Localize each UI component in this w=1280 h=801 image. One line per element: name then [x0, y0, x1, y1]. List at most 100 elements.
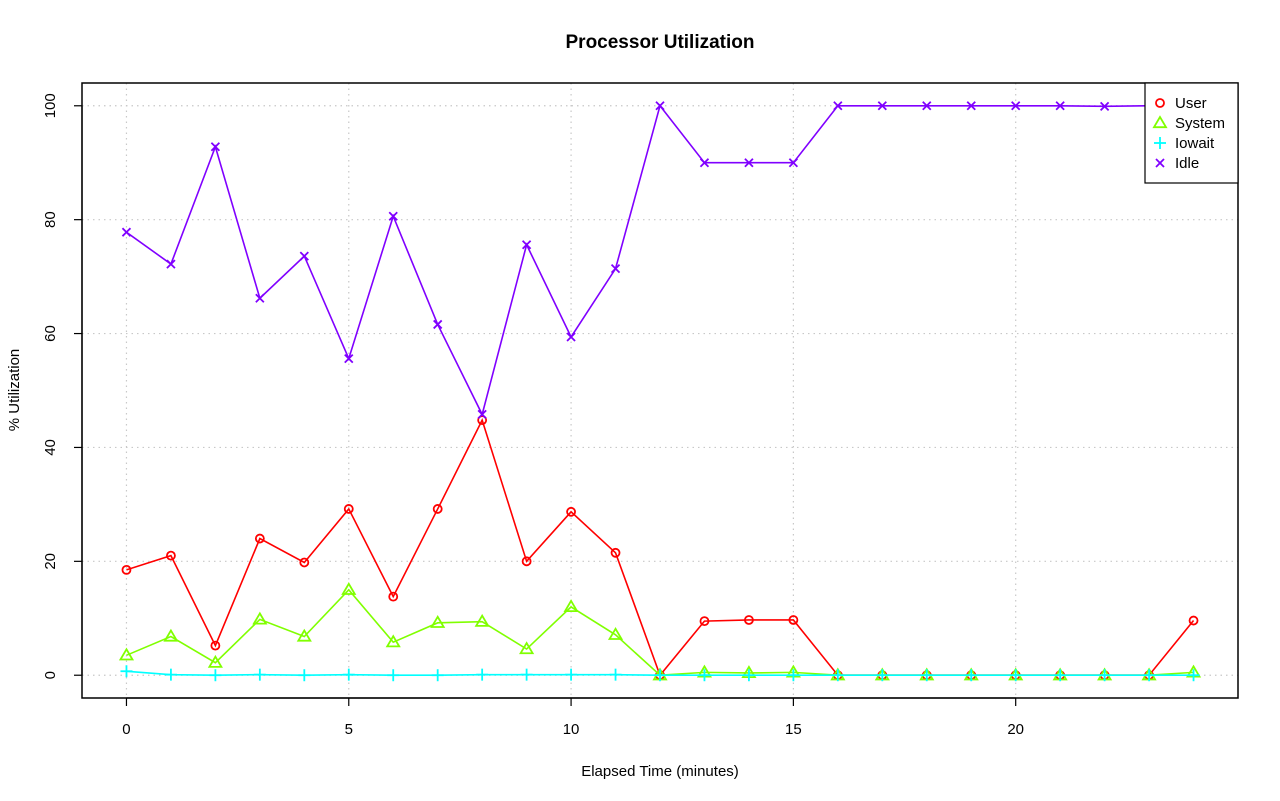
- legend-marker-system: [1152, 115, 1168, 129]
- series-line-system: [126, 588, 1194, 677]
- series-system: [118, 582, 1202, 681]
- legend-item-iowait: Iowait: [1154, 135, 1215, 152]
- x-tick-label: 0: [122, 721, 130, 738]
- point-system: [385, 634, 401, 648]
- legend-item-idle: Idle: [1155, 155, 1199, 172]
- point-user: [432, 504, 443, 514]
- point-system: [519, 641, 535, 655]
- legend-label-system: System: [1175, 115, 1225, 132]
- point-user: [610, 547, 621, 558]
- legend-marker-iowait: [1154, 137, 1166, 149]
- series-idle: [121, 101, 1199, 420]
- point-system: [474, 613, 490, 627]
- point-user: [388, 591, 399, 602]
- legend-item-system: System: [1152, 115, 1225, 132]
- x-axis-label: Elapsed Time (minutes): [581, 763, 739, 780]
- point-system: [563, 599, 579, 612]
- legend-marker-idle: [1155, 158, 1165, 168]
- point-user: [210, 640, 221, 651]
- point-idle: [344, 353, 354, 364]
- point-system: [118, 647, 135, 661]
- point-idle: [1099, 101, 1110, 111]
- legend-item-user: User: [1155, 95, 1207, 112]
- point-idle: [610, 264, 621, 274]
- y-tick-label: 20: [42, 553, 59, 570]
- point-idle: [744, 158, 754, 168]
- y-tick-label: 0: [42, 671, 59, 679]
- point-iowait: [920, 669, 933, 682]
- point-idle: [1055, 101, 1065, 111]
- point-system: [341, 582, 357, 595]
- point-idle: [922, 101, 932, 111]
- point-iowait: [1187, 669, 1200, 682]
- point-iowait: [342, 668, 355, 681]
- point-idle: [655, 101, 665, 111]
- point-user: [299, 557, 310, 568]
- point-iowait: [209, 669, 222, 682]
- point-user: [521, 556, 532, 567]
- point-iowait: [742, 669, 755, 682]
- point-user: [166, 550, 176, 561]
- point-idle: [1011, 101, 1021, 111]
- point-iowait: [164, 668, 177, 681]
- y-tick-label: 100: [42, 93, 59, 118]
- point-idle: [210, 142, 221, 152]
- axes: 0 5 10 15 20 0 20 40 60 80 100: [42, 93, 1024, 738]
- point-iowait: [876, 669, 889, 682]
- point-idle: [566, 332, 576, 342]
- point-iowait: [520, 668, 533, 681]
- point-iowait: [698, 669, 711, 682]
- point-iowait: [1098, 669, 1111, 682]
- point-idle: [299, 251, 309, 261]
- point-user: [121, 564, 132, 575]
- point-system: [296, 628, 312, 642]
- legend: User System Iowait Idle: [1144, 82, 1239, 184]
- point-iowait: [1054, 669, 1067, 682]
- point-system: [163, 628, 179, 642]
- point-idle: [521, 240, 532, 250]
- point-idle: [699, 158, 710, 168]
- point-user: [254, 533, 265, 544]
- series-iowait: [120, 665, 1200, 682]
- legend-label-idle: Idle: [1175, 155, 1199, 172]
- point-user: [343, 504, 354, 514]
- x-tick-label: 10: [563, 721, 580, 738]
- series-layer: [118, 101, 1202, 682]
- point-user: [566, 506, 576, 517]
- point-system: [207, 654, 223, 668]
- point-idle: [966, 101, 976, 111]
- y-axis-label: % Utilization: [6, 349, 23, 432]
- legend-marker-user: [1155, 98, 1165, 108]
- plot-frame: [81, 82, 1239, 699]
- point-iowait: [831, 669, 844, 682]
- point-idle: [477, 409, 487, 420]
- point-system: [252, 611, 268, 625]
- point-idle: [388, 211, 398, 221]
- x-tick-label: 5: [345, 721, 353, 738]
- legend-label-iowait: Iowait: [1175, 135, 1215, 152]
- series-user: [121, 415, 1199, 681]
- point-iowait: [565, 668, 578, 681]
- point-idle: [121, 227, 132, 237]
- point-iowait: [387, 669, 400, 682]
- point-iowait: [654, 669, 666, 682]
- x-tick-label: 15: [785, 721, 802, 738]
- point-iowait: [965, 669, 978, 682]
- legend-label-user: User: [1175, 95, 1207, 112]
- y-tick-label: 80: [42, 211, 59, 228]
- point-idle: [166, 259, 176, 269]
- series-line-idle: [125, 104, 1195, 417]
- point-iowait: [787, 669, 800, 682]
- point-iowait: [253, 668, 266, 681]
- point-iowait: [431, 669, 444, 682]
- point-iowait: [120, 665, 133, 678]
- x-tick-label: 20: [1007, 721, 1024, 738]
- point-user: [788, 615, 799, 625]
- point-idle: [255, 293, 265, 303]
- point-system: [430, 615, 446, 628]
- point-iowait: [1143, 669, 1156, 682]
- point-user: [744, 615, 754, 625]
- point-idle: [877, 101, 887, 111]
- y-tick-label: 40: [42, 439, 59, 456]
